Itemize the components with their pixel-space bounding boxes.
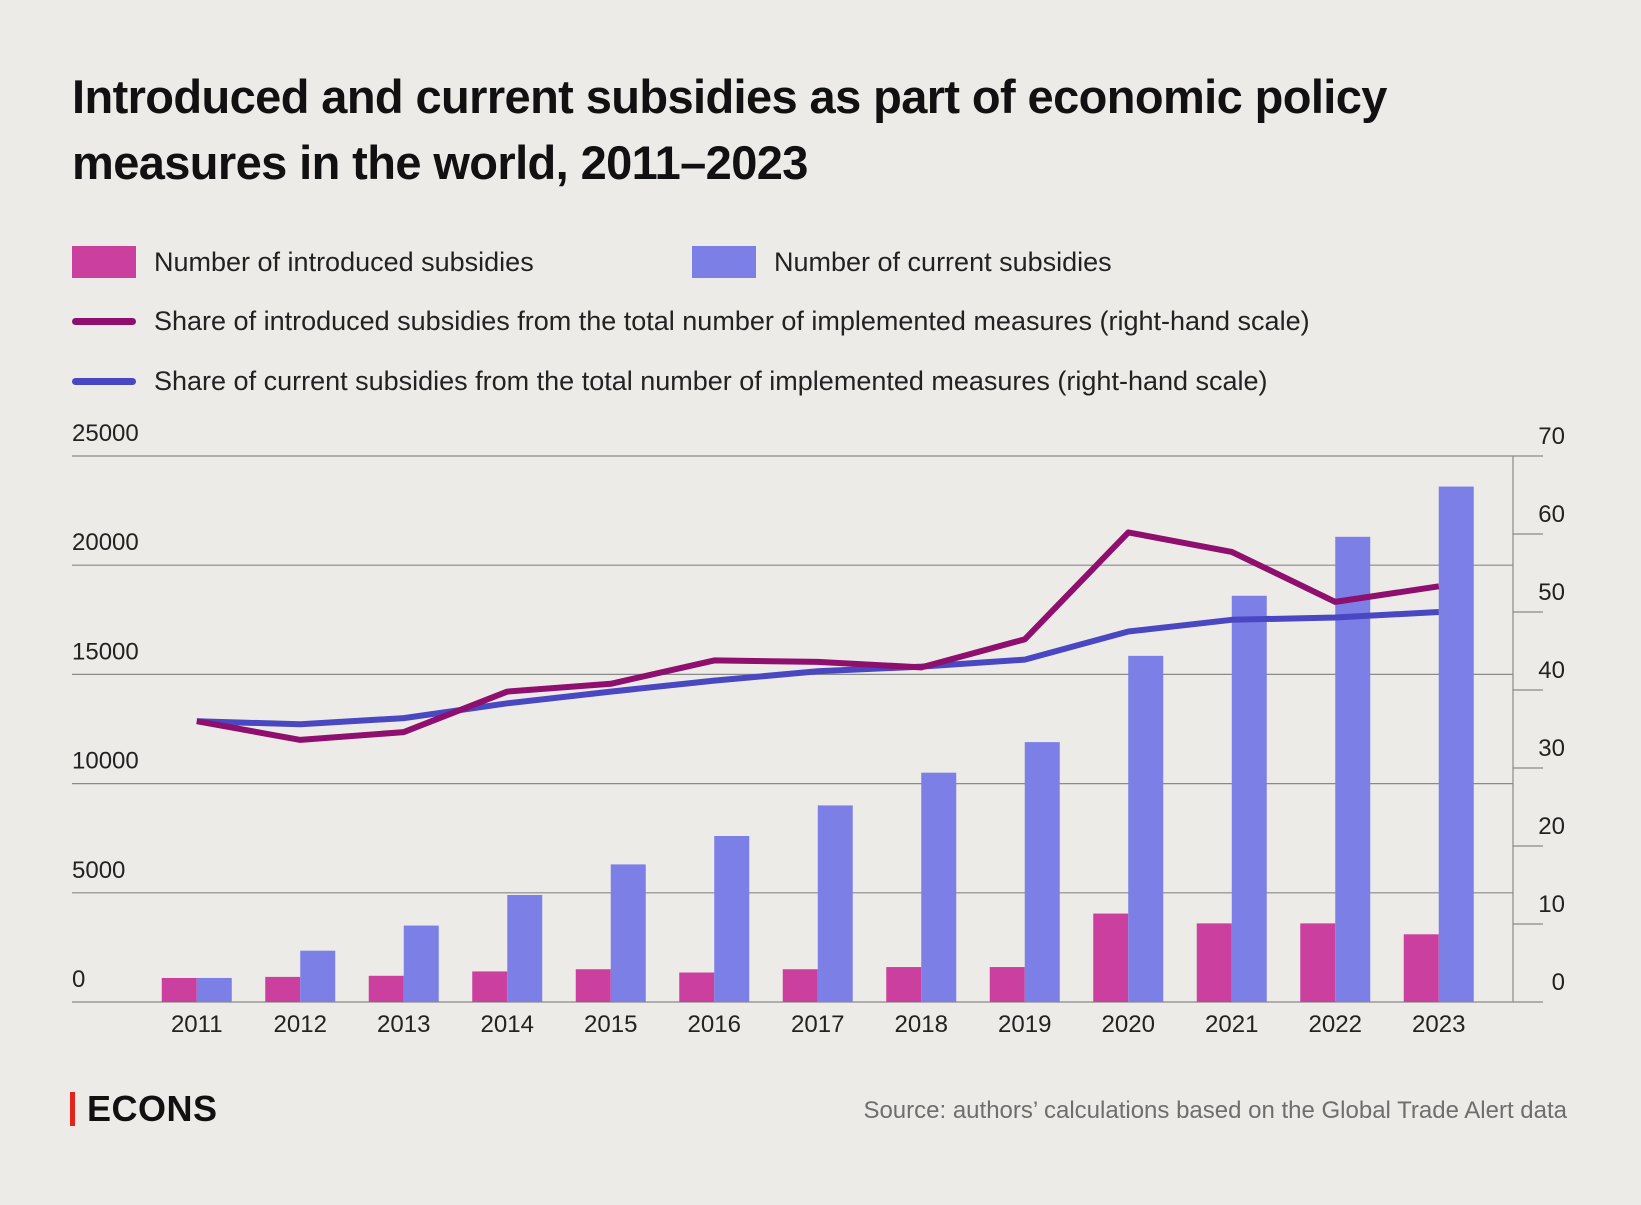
bar-current-2016 xyxy=(714,836,750,1002)
chart-title: Introduced and current subsidies as part… xyxy=(72,70,1387,189)
legend-swatch-introduced-bar xyxy=(72,246,136,278)
x-tick-label-2023: 2023 xyxy=(1412,1011,1465,1038)
source-note: Source: authors’ calculations based on t… xyxy=(863,1097,1567,1124)
bar-introduced-2013 xyxy=(368,975,404,1002)
right-tick-label-60: 60 xyxy=(1538,501,1565,528)
bar-current-2018 xyxy=(921,772,957,1002)
x-tick-label-2018: 2018 xyxy=(895,1011,948,1038)
x-tick-label-2012: 2012 xyxy=(274,1011,327,1038)
bar-introduced-2016 xyxy=(679,972,715,1002)
right-tick-label-50: 50 xyxy=(1538,579,1565,606)
bar-introduced-2023 xyxy=(1403,934,1439,1002)
left-tick-label-15000: 15000 xyxy=(72,638,139,665)
line-current-share xyxy=(196,609,1439,728)
bar-introduced-2014 xyxy=(472,971,508,1002)
x-tick-label-2017: 2017 xyxy=(791,1011,844,1038)
bar-introduced-2017 xyxy=(782,969,818,1002)
legend-introduced-bar: Number of introduced subsidies xyxy=(72,246,534,278)
right-tick-label-30: 30 xyxy=(1538,735,1565,762)
brand-logo: ECONS xyxy=(70,1088,218,1130)
left-tick-label-10000: 10000 xyxy=(72,748,139,775)
brand-accent-bar xyxy=(70,1092,75,1126)
bar-current-2023 xyxy=(1438,486,1474,1002)
line-introduced-share xyxy=(196,529,1440,743)
x-tick-label-2021: 2021 xyxy=(1205,1011,1258,1038)
right-tick-label-0: 0 xyxy=(1552,969,1565,996)
left-tick-label-0: 0 xyxy=(72,966,85,993)
legend-label-current-bar: Number of current subsidies xyxy=(774,246,1112,277)
bar-current-2020 xyxy=(1128,655,1164,1002)
x-tick-label-2016: 2016 xyxy=(688,1011,741,1038)
x-tick-label-2011: 2011 xyxy=(171,1011,223,1038)
right-tick-label-70: 70 xyxy=(1538,423,1565,450)
legend-swatch-introduced-share xyxy=(72,318,136,325)
bar-current-2015 xyxy=(610,864,646,1002)
combo-chart: 0 5000 10000 15000 20000 25000 0 10 20 30 40 50 60 70… xyxy=(72,420,1565,1038)
bar-current-2019 xyxy=(1024,742,1060,1002)
right-tick-label-10: 10 xyxy=(1538,891,1565,918)
brand-name: ECONS xyxy=(87,1088,218,1129)
bar-current-2017 xyxy=(817,805,853,1002)
bar-current-2012 xyxy=(300,950,336,1002)
bar-introduced-2020 xyxy=(1093,913,1129,1002)
legend-label-introduced-bar: Number of introduced subsidies xyxy=(154,246,534,277)
x-tick-label-2014: 2014 xyxy=(481,1011,534,1038)
legend-label-introduced-share: Share of introduced subsidies from the t… xyxy=(154,306,1310,336)
left-tick-label-25000: 25000 xyxy=(72,420,139,447)
left-tick-label-20000: 20000 xyxy=(72,529,139,556)
bar-introduced-2012 xyxy=(265,976,301,1002)
legend-label-current-share: Share of current subsidies from the tota… xyxy=(154,366,1268,396)
legend-introduced-share: Share of introduced subsidies from the t… xyxy=(72,306,1310,337)
bar-introduced-2011 xyxy=(161,977,197,1002)
x-tick-label-2013: 2013 xyxy=(377,1011,430,1038)
bar-current-2014 xyxy=(507,894,543,1002)
bar-current-2021 xyxy=(1231,595,1267,1002)
legend-swatch-current-bar xyxy=(692,246,756,278)
bar-current-2011 xyxy=(196,977,232,1002)
x-tick-label-2019: 2019 xyxy=(998,1011,1051,1038)
bar-introduced-2015 xyxy=(575,969,611,1002)
bar-current-2013 xyxy=(403,925,439,1002)
bar-introduced-2021 xyxy=(1196,923,1232,1002)
bar-introduced-2018 xyxy=(886,967,922,1002)
right-tick-label-40: 40 xyxy=(1538,657,1565,684)
bar-introduced-2019 xyxy=(989,967,1025,1002)
x-tick-label-2020: 2020 xyxy=(1102,1011,1155,1038)
x-tick-label-2022: 2022 xyxy=(1309,1011,1362,1038)
legend-swatch-current-share xyxy=(72,378,136,385)
bar-current-2022 xyxy=(1335,536,1371,1002)
x-tick-label-2015: 2015 xyxy=(584,1011,637,1038)
left-tick-label-5000: 5000 xyxy=(72,857,125,884)
bar-introduced-2022 xyxy=(1300,923,1336,1002)
legend-current-bar: Number of current subsidies xyxy=(692,246,1112,278)
right-tick-label-20: 20 xyxy=(1538,813,1565,840)
legend-current-share: Share of current subsidies from the tota… xyxy=(72,366,1268,397)
